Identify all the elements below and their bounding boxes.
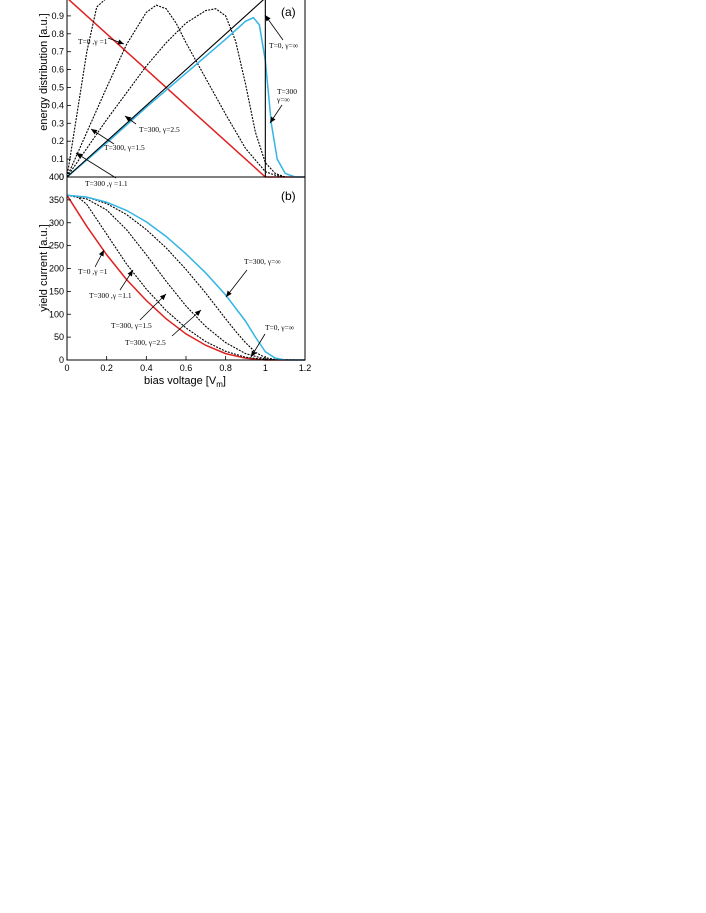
annotation-label: T=300, γ=∞ bbox=[244, 257, 281, 266]
annotation-arrow-line bbox=[139, 293, 167, 321]
panel-a-y-axis-label: energy distribution [a.u.] bbox=[38, 13, 50, 130]
y-tick-label: 0 bbox=[59, 355, 64, 365]
annotation-arrow-line bbox=[75, 152, 117, 179]
y-tick-label: 400 bbox=[49, 172, 64, 182]
annotation-arrow-line bbox=[171, 309, 202, 337]
series-line-t-300-gamma-inf bbox=[66, 194, 305, 361]
y-tick-label: 0.8 bbox=[51, 29, 64, 39]
y-tick-label: 0.3 bbox=[51, 118, 64, 128]
annotation-label: T=0, γ=∞ bbox=[269, 41, 298, 50]
annotation-arrowhead bbox=[117, 39, 124, 45]
annotation-label: T=300 ,γ =1.1 bbox=[89, 291, 132, 300]
series-line-t-300-gamma-1-5 bbox=[66, 194, 305, 361]
series-line-t-300-gamma-1-5 bbox=[66, 4, 305, 178]
y-tick-label: 0.9 bbox=[51, 11, 64, 21]
series-line-t-0-gamma-1 bbox=[68, 0, 305, 178]
x-axis-label: bias voltage [Vm] bbox=[144, 375, 226, 389]
panel-b-x-ticks: 0 0.2 0.4 0.6 0.8 1 1.2 bbox=[64, 356, 311, 373]
panel-b-annotations: T=0 ,γ =1 T=300 ,γ =1.1 T=300, γ=1.5 T=300,… bbox=[78, 249, 294, 358]
annotation-label: T=300, γ=1.5 bbox=[104, 143, 145, 152]
panel-a: 0 0.1 0.2 0.3 0.4 0.5 0.6 0.7 0.8 0.9 energy dist… bbox=[38, 0, 306, 188]
annotation-label: T=300, γ=2.5 bbox=[139, 125, 180, 134]
panel-b-y-ticks: 0 50 100 150 200 250 300 350 400 bbox=[49, 172, 71, 365]
annotation-label: T=300, γ=2.5 bbox=[125, 338, 166, 347]
annotation-arrowhead bbox=[194, 310, 201, 316]
annotation-arrowhead bbox=[265, 15, 271, 22]
y-tick-label: 0.6 bbox=[51, 65, 64, 75]
annotation-label: T=300, γ=1.5 bbox=[111, 321, 152, 330]
annotation-label: γ=∞ bbox=[276, 95, 290, 104]
y-tick-label: 0.5 bbox=[51, 83, 64, 93]
panel-a-label: (a) bbox=[281, 5, 296, 19]
x-tick-label: 0.4 bbox=[140, 363, 153, 373]
panel-b-curves bbox=[66, 194, 306, 361]
y-tick-label: 300 bbox=[49, 218, 64, 228]
annotation-label: T=300 bbox=[277, 87, 297, 96]
annotation-arrowhead bbox=[98, 250, 104, 257]
annotation-arrowhead bbox=[125, 116, 132, 122]
panel-b-y-axis-label: yield current [a.u.] bbox=[38, 224, 50, 311]
y-tick-label: 100 bbox=[49, 309, 64, 319]
y-tick-label: 150 bbox=[49, 286, 64, 296]
x-tick-label: 0.8 bbox=[219, 363, 232, 373]
series-line-t-300-gamma-2-5 bbox=[66, 8, 305, 178]
y-tick-label: 0.1 bbox=[51, 154, 64, 164]
annotation-label: T=0 ,γ =1 bbox=[78, 37, 108, 46]
annotation-label: T=300 ,γ =1.1 bbox=[85, 179, 128, 188]
annotation-label: T=0 ,γ =1 bbox=[78, 267, 108, 276]
annotation-arrowhead bbox=[270, 116, 276, 123]
series-line-t-0-gamma-1 bbox=[66, 194, 305, 361]
series-line-t-300-gamma-inf bbox=[66, 16, 305, 178]
y-tick-label: 0.2 bbox=[51, 136, 64, 146]
x-tick-label: 0.2 bbox=[100, 363, 113, 373]
series-line-t-300-gamma-2-5 bbox=[66, 194, 306, 361]
panel-a-annotations: T=0 ,γ =1 T=300 ,γ =1.1 T=300, γ=1.5 T=300,… bbox=[75, 14, 298, 188]
x-tick-label: 1 bbox=[263, 363, 268, 373]
y-tick-label: 200 bbox=[49, 264, 64, 274]
y-tick-label: 350 bbox=[49, 195, 64, 205]
panel-a-axes-frame bbox=[66, 0, 306, 178]
series-line-t-0-gamma-inf bbox=[66, 0, 305, 178]
y-tick-label: 250 bbox=[49, 241, 64, 251]
annotation-arrowhead bbox=[127, 270, 133, 277]
panel-a-curves bbox=[66, 0, 305, 178]
annotation-arrowhead bbox=[91, 129, 98, 135]
panel-a-y-ticks: 0 0.1 0.2 0.3 0.4 0.5 0.6 0.7 0.8 0.9 bbox=[51, 11, 71, 182]
x-tick-label: 1.2 bbox=[299, 363, 312, 373]
annotation-label: T=0, γ=∞ bbox=[265, 323, 294, 332]
annotation-arrowhead bbox=[76, 153, 83, 159]
series-line-t-300-gamma-1-1 bbox=[66, 0, 106, 178]
panel-b-label: (b) bbox=[281, 189, 296, 203]
x-tick-label: 0.6 bbox=[180, 363, 193, 373]
annotation-arrowhead bbox=[226, 290, 232, 297]
annotation-arrowhead bbox=[251, 350, 257, 357]
y-tick-label: 50 bbox=[54, 332, 64, 342]
y-tick-label: 0.7 bbox=[51, 47, 64, 57]
y-tick-label: 0.4 bbox=[51, 100, 64, 110]
annotation-arrowhead bbox=[159, 294, 166, 301]
y-tick-label: 0 bbox=[59, 172, 64, 182]
series-line-t-300-gamma-1-1 bbox=[66, 194, 305, 361]
x-tick-label: 0 bbox=[64, 363, 69, 373]
panel-b: 0 50 100 150 200 250 300 350 400 0 0.2 0.4 0.6 0.8 1 1… bbox=[38, 172, 311, 389]
